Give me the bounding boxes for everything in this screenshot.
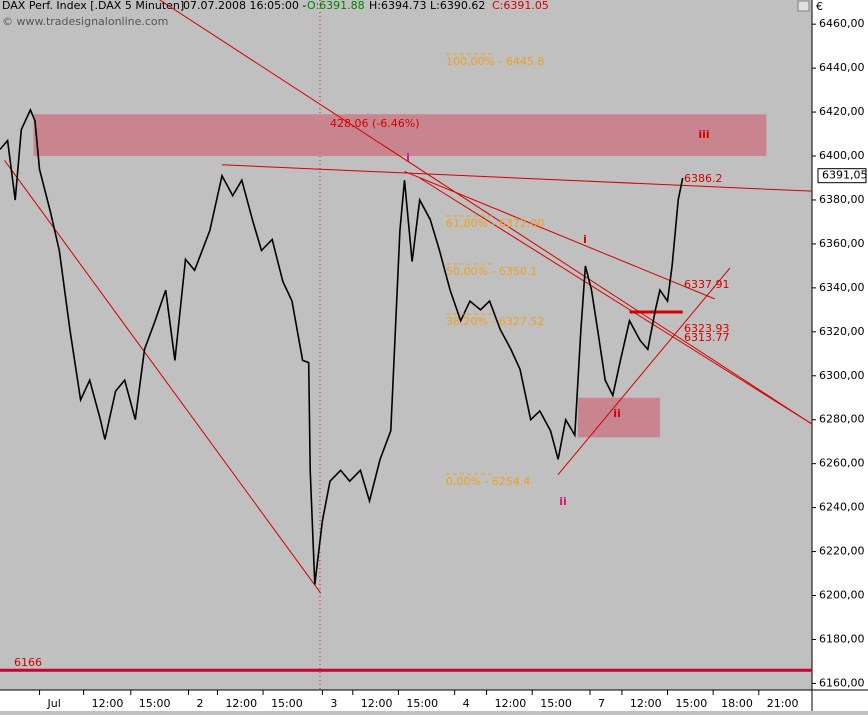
annotation: ii — [559, 495, 567, 508]
y-tick-label: 6460,00 — [819, 17, 865, 30]
y-tick-label: 6300,00 — [819, 369, 865, 382]
x-tick-label: 12:00 — [495, 697, 527, 710]
time-axis-panel — [0, 690, 868, 711]
annotation: 100,00% - 6445.8 — [446, 55, 544, 68]
x-tick-label: 15:00 — [271, 697, 303, 710]
annotation: i — [583, 233, 587, 246]
annotation: 61,80% - 6372.00 — [446, 217, 544, 230]
trend-line — [159, 0, 813, 425]
trend-line — [404, 170, 715, 300]
x-tick-label: 12:00 — [225, 697, 257, 710]
last-price-box — [817, 168, 867, 184]
trend-line — [4, 160, 322, 594]
x-tick-label: 15:00 — [139, 697, 171, 710]
y-tick-label: 6340,00 — [819, 281, 865, 294]
x-tick-label: 7 — [598, 697, 605, 710]
annotation: 6337.91 — [684, 278, 730, 291]
annotation: 6166 — [14, 656, 42, 669]
y-tick-label: 6440,00 — [819, 61, 865, 74]
header-field: H:6394.73 — [369, 0, 426, 12]
header-field: O:6391.88 — [307, 0, 365, 12]
watermark: © www.tradesignalonline.com — [2, 15, 168, 28]
x-tick-label: 12:00 — [361, 697, 393, 710]
x-tick-label: 12:00 — [630, 697, 662, 710]
x-tick-label: 21:00 — [767, 697, 799, 710]
header-field: C:6391.05 — [492, 0, 549, 12]
trend-line — [557, 267, 731, 475]
annotation: ii — [613, 407, 621, 420]
y-tick-label: 6320,00 — [819, 325, 865, 338]
price-zone — [577, 397, 660, 438]
price-axis-panel — [812, 0, 868, 711]
x-tick-label: 2 — [197, 697, 204, 710]
x-tick-label: 3 — [330, 697, 337, 710]
y-tick-label: 6420,00 — [819, 105, 865, 118]
annotation: 428.06 (-6.46%) — [330, 117, 419, 130]
annotation: iii — [698, 128, 709, 141]
y-tick-label: 6200,00 — [819, 589, 865, 602]
header-field: DAX Perf. Index [.DAX 5 Minuten] — [2, 0, 184, 12]
y-tick-label: 6260,00 — [819, 457, 865, 470]
y-tick-label: 6220,00 — [819, 545, 865, 558]
annotation: 0,00% - 6254.4 — [446, 475, 530, 488]
x-tick-label: 15:00 — [676, 697, 708, 710]
header-field: L:6390.62 — [430, 0, 485, 12]
x-tick-label: 15:00 — [540, 697, 572, 710]
window-button[interactable] — [797, 0, 810, 12]
x-tick-label: 4 — [463, 697, 470, 710]
y-tick-label: 6400,00 — [819, 149, 865, 162]
x-tick-label: Jul — [47, 697, 61, 710]
trend-line — [221, 164, 813, 192]
annotation: 50,00% - 6350.1 — [446, 265, 537, 278]
last-price-label: 6391,05 — [822, 169, 868, 182]
y-tick-label: 6160,00 — [819, 676, 865, 689]
x-tick-label: 18:00 — [721, 697, 753, 710]
price-zone — [33, 114, 767, 157]
x-tick-label: 15:00 — [406, 697, 438, 710]
y-tick-label: 6280,00 — [819, 413, 865, 426]
annotation: i — [406, 151, 410, 164]
annotation: 6386.2 — [684, 172, 723, 185]
annotation: 38,20% - 6327.52 — [446, 315, 544, 328]
x-tick-label: 12:00 — [92, 697, 124, 710]
header-field: 07.07.2008 16:05:00 - — [183, 0, 306, 12]
currency: € — [816, 0, 823, 13]
trend-line — [419, 177, 813, 425]
price-line — [0, 107, 684, 585]
plot: DAX Perf. Index [.DAX 5 Minuten]07.07.20… — [0, 0, 813, 672]
y-tick-label: 6180,00 — [819, 632, 865, 645]
annotation: 6323.93 — [684, 322, 730, 335]
y-tick-label: 6360,00 — [819, 237, 865, 250]
y-tick-label: 6380,00 — [819, 193, 865, 206]
annotation: 6313.77 — [684, 331, 730, 344]
y-tick-label: 6240,00 — [819, 501, 865, 514]
